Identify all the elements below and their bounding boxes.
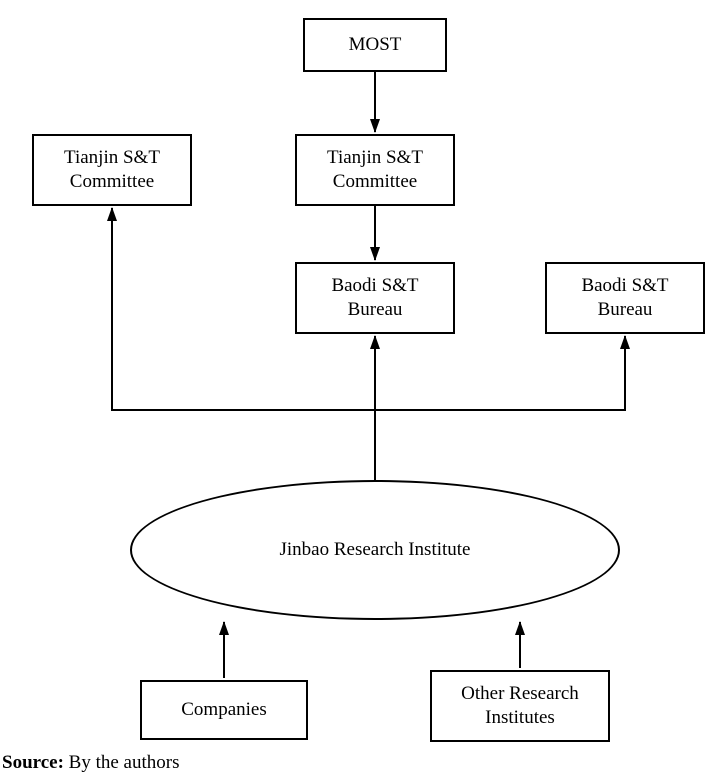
node-jinbao: Jinbao Research Institute: [130, 480, 620, 620]
node-label: Tianjin S&TCommittee: [64, 146, 160, 194]
node-label: Baodi S&TBureau: [581, 274, 668, 322]
edges-layer: [0, 0, 724, 782]
node-label: Baodi S&TBureau: [331, 274, 418, 322]
source-label: Source:: [2, 752, 64, 773]
source-text: By the authors: [64, 752, 180, 773]
node-other-research: Other ResearchInstitutes: [430, 670, 610, 742]
edge: [375, 336, 625, 410]
diagram-canvas: MOST Tianjin S&TCommittee Tianjin S&TCom…: [0, 0, 724, 782]
node-tianjin-left: Tianjin S&TCommittee: [32, 134, 192, 206]
node-label: Tianjin S&TCommittee: [327, 146, 423, 194]
node-label: Companies: [181, 698, 267, 722]
node-tianjin-mid: Tianjin S&TCommittee: [295, 134, 455, 206]
node-label: MOST: [349, 33, 402, 57]
source-attribution: Source: By the authors: [2, 752, 180, 774]
node-label: Other ResearchInstitutes: [461, 682, 579, 730]
node-baodi-right: Baodi S&TBureau: [545, 262, 705, 334]
node-baodi-mid: Baodi S&TBureau: [295, 262, 455, 334]
node-companies: Companies: [140, 680, 308, 740]
node-most: MOST: [303, 18, 447, 72]
node-label: Jinbao Research Institute: [279, 539, 470, 561]
